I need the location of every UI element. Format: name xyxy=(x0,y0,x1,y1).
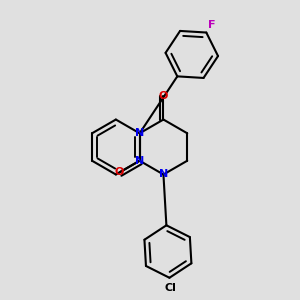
Text: N: N xyxy=(159,169,168,179)
Text: O: O xyxy=(115,167,124,177)
Text: N: N xyxy=(135,128,144,138)
Text: Cl: Cl xyxy=(164,283,176,293)
Text: F: F xyxy=(208,20,215,30)
Text: O: O xyxy=(159,91,168,101)
Text: N: N xyxy=(135,156,144,166)
